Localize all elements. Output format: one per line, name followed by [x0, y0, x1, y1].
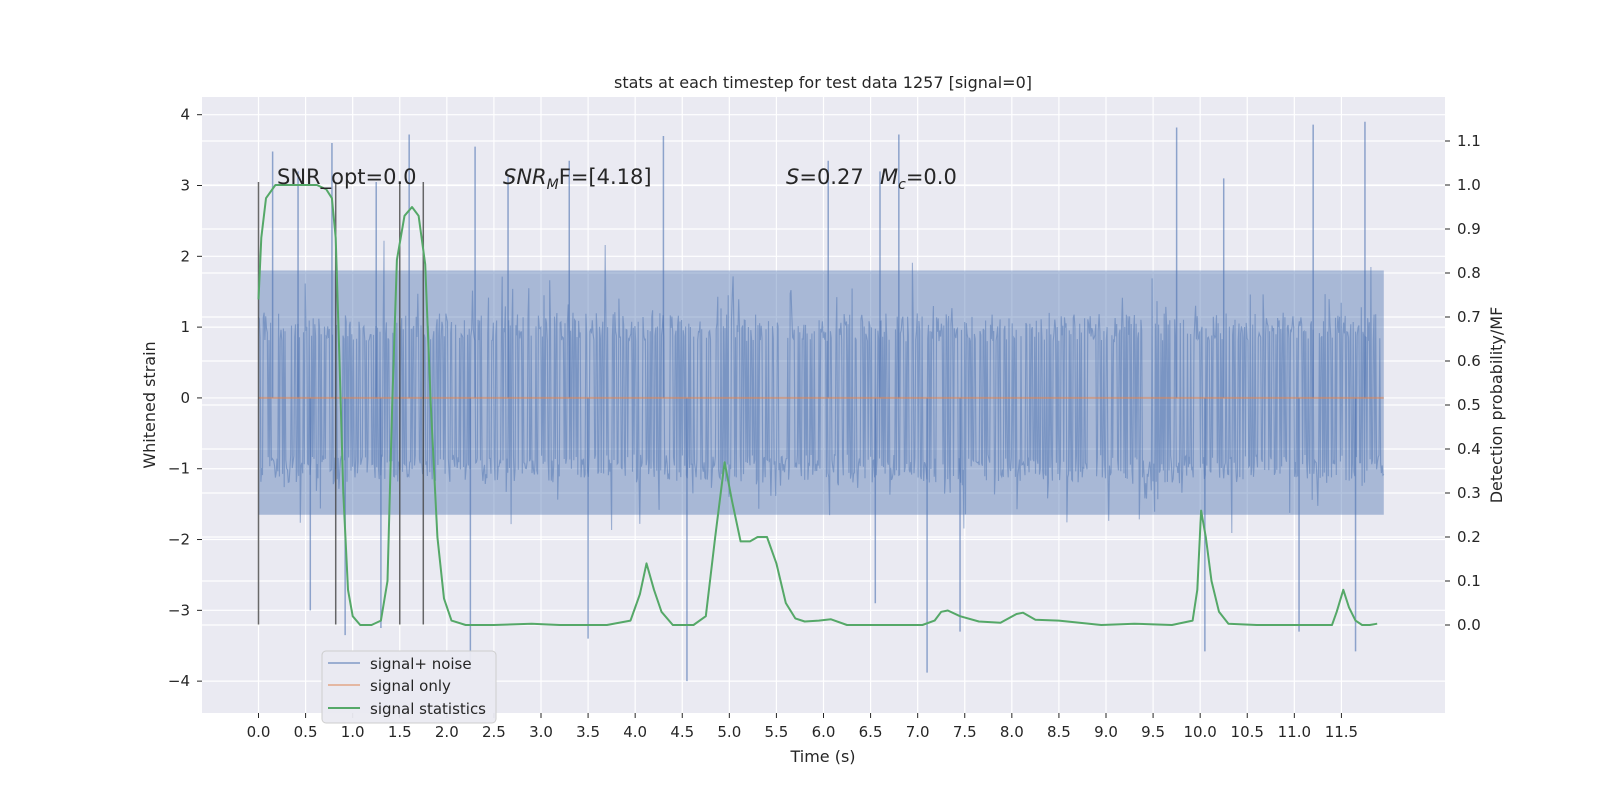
axis-ticks: 0.0 0.5 1.0 1.5 2.0 2.5 3.0 3.5 4.0 4.5 5.0 5.5 6.0 6… [168, 106, 1481, 741]
x-tick-label: 8.0 [1000, 723, 1024, 741]
y-left-tick-label: 3 [180, 177, 190, 195]
x-tick-label: 1.0 [341, 723, 365, 741]
x-tick-label: 0.0 [247, 723, 271, 741]
y-right-tick-label: 1.1 [1457, 132, 1481, 150]
annotation-snr-mf-sub: M [547, 177, 559, 193]
annotation-snr-opt: SNR_opt=0.0 [277, 165, 417, 190]
annotation-s: S=0.27 [786, 165, 864, 189]
y-right-tick-label: 0.6 [1457, 352, 1481, 370]
x-tick-label: 7.5 [953, 723, 977, 741]
annotation-mc: Mc=0.0 [880, 165, 957, 193]
x-tick-label: 11.5 [1325, 723, 1358, 741]
x-tick-label: 6.0 [812, 723, 836, 741]
x-tick-label: 0.5 [294, 723, 318, 741]
signal-noise-series [258, 121, 1385, 682]
x-tick-label: 9.0 [1094, 723, 1118, 741]
x-tick-label: 4.0 [623, 723, 647, 741]
y-right-tick-label: 1.0 [1457, 176, 1481, 194]
y-right-tick-label: 0.1 [1457, 572, 1481, 590]
annotation-s-value: =0.27 [799, 165, 863, 189]
y-right-tick-label: 0.2 [1457, 528, 1481, 546]
y-axis-label-right: Detection probability/MF [1487, 307, 1506, 504]
x-tick-label: 2.5 [482, 723, 506, 741]
x-tick-label: 11.0 [1278, 723, 1311, 741]
annotation-mc-value: =0.0 [906, 165, 957, 189]
signal-statistics-series [257, 184, 1378, 626]
y-right-tick-label: 0.4 [1457, 440, 1481, 458]
annotation-snr-mf: SNRMF=[4.18] [503, 165, 652, 193]
y-left-tick-label: 2 [180, 247, 190, 265]
y-left-tick-label: 4 [180, 106, 190, 124]
legend-box [321, 650, 497, 724]
signal-noise-core [258, 270, 1384, 515]
y-left-tick-label: 1 [180, 318, 190, 336]
legend-label-signal-statistics: signal statistics [370, 700, 486, 718]
y-left-tick-label: 0 [180, 389, 190, 407]
chart-title: stats at each timestep for test data 125… [614, 73, 1032, 92]
annotation-snr-mf-suffix: F=[4.18] [559, 165, 652, 189]
y-right-tick-label: 0.8 [1457, 264, 1481, 282]
y-right-tick-label: 0.5 [1457, 396, 1481, 414]
x-tick-label: 3.5 [576, 723, 600, 741]
annotation-mc-sub: c [898, 177, 906, 193]
y-left-tick-label: −4 [168, 672, 190, 690]
annotation-snr-mf-prefix: SNR [503, 165, 547, 189]
y-left-tick-label: −2 [168, 531, 190, 549]
x-tick-label: 4.5 [670, 723, 694, 741]
y-right-tick-label: 0.3 [1457, 484, 1481, 502]
y-right-tick-label: 0.9 [1457, 220, 1481, 238]
y-right-tick-label: 0.7 [1457, 308, 1481, 326]
x-tick-label: 3.0 [529, 723, 553, 741]
legend-label-signal-only: signal only [370, 677, 451, 695]
x-tick-label: 1.5 [388, 723, 412, 741]
x-axis-label: Time (s) [789, 747, 855, 766]
legend-label-signal-noise: signal+ noise [370, 655, 472, 673]
x-tick-label: 2.0 [435, 723, 459, 741]
y-right-tick-label: 0.0 [1457, 616, 1481, 634]
legend: signal+ noise signal only signal statist… [321, 650, 497, 724]
x-tick-label: 5.5 [764, 723, 788, 741]
y-axis-label-left: Whitened strain [140, 341, 159, 468]
annotation-s-prefix: S [786, 165, 799, 189]
y-left-tick-label: −3 [168, 601, 190, 619]
x-tick-label: 10.0 [1183, 723, 1216, 741]
signal-statistics-line [257, 184, 1378, 626]
x-tick-label: 6.5 [859, 723, 883, 741]
x-tick-label: 9.5 [1141, 723, 1165, 741]
x-tick-label: 7.0 [906, 723, 930, 741]
signal-noise-line [258, 240, 1385, 534]
x-tick-label: 8.5 [1047, 723, 1071, 741]
x-tick-label: 5.0 [717, 723, 741, 741]
x-tick-label: 10.5 [1231, 723, 1264, 741]
annotation-mc-prefix: M [880, 165, 898, 189]
y-left-tick-label: −1 [168, 460, 190, 478]
